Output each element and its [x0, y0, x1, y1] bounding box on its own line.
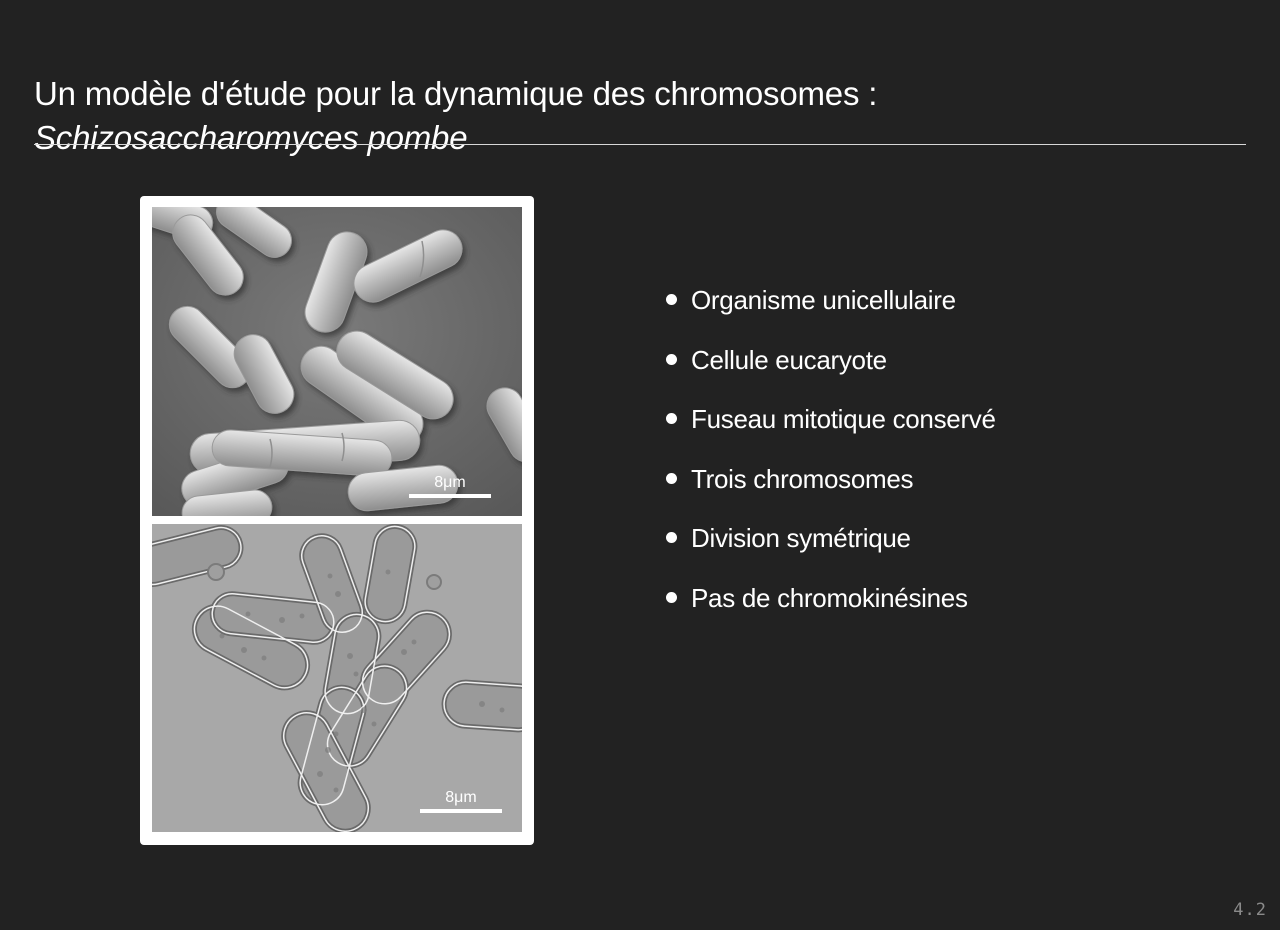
dic-cells-drawing: [152, 524, 522, 832]
bullet-text: Trois chromosomes: [691, 463, 914, 494]
bullet-dot-icon: [666, 532, 677, 543]
bullet-list: Organisme unicellulaire Cellule eucaryot…: [664, 280, 996, 637]
bullet-text: Division symétrique: [691, 523, 911, 553]
bullet-text: Cellule eucaryote: [691, 344, 887, 375]
scale-bar-line-top: [409, 494, 491, 498]
micrograph-figure: 8μm: [140, 196, 534, 845]
title-line-species: Schizosaccharomyces pombe: [34, 119, 468, 157]
bullet-text: Organisme unicellulaire: [691, 285, 956, 315]
bullet-dot-icon: [666, 353, 677, 365]
slide-number: 4.2: [1233, 900, 1267, 920]
bullet-dot-icon: [666, 294, 677, 305]
bullet-text: Pas de chromokinésines: [691, 582, 968, 613]
bullet-dot-icon: [666, 591, 677, 603]
bullet-item: Cellule eucaryote: [664, 340, 996, 380]
bullet-item: Trois chromosomes: [664, 459, 996, 499]
bullet-item: Pas de chromokinésines: [664, 578, 996, 618]
slide-title: Un modèle d'étude pour la dynamique des …: [34, 72, 1246, 160]
bullet-dot-icon: [666, 472, 677, 484]
bullet-item: Fuseau mitotique conservé: [664, 399, 996, 439]
scale-label-bottom: 8μm: [445, 789, 477, 806]
bullet-dot-icon: [666, 413, 677, 424]
title-divider: [34, 144, 1246, 145]
scale-bar-bottom: 8μm: [420, 789, 502, 813]
dic-micrograph-image: 8μm: [152, 524, 522, 832]
bullet-item: Division symétrique: [664, 518, 996, 558]
sem-cells-drawing: [152, 207, 522, 516]
scale-bar-top: 8μm: [409, 474, 491, 498]
sem-micrograph-image: 8μm: [152, 207, 522, 516]
title-line-main: Un modèle d'étude pour la dynamique des …: [34, 75, 878, 113]
scale-label-top: 8μm: [434, 474, 466, 491]
bullet-item: Organisme unicellulaire: [664, 280, 996, 320]
bullet-text: Fuseau mitotique conservé: [691, 404, 996, 434]
scale-bar-line-bottom: [420, 809, 502, 813]
